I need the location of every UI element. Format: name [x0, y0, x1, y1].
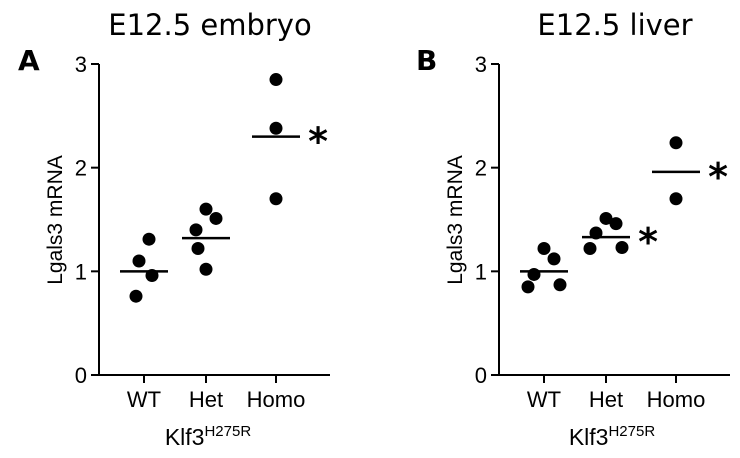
- x-tick-label: Homo: [647, 387, 706, 412]
- y-tick-label: 2: [75, 156, 87, 181]
- y-tick-label: 1: [475, 259, 487, 284]
- data-point: [527, 267, 541, 281]
- data-point: [609, 217, 623, 231]
- x-axis-label: Klf3H275R: [569, 423, 656, 450]
- chart-title: E12.5 embryo: [108, 8, 311, 42]
- data-point: [199, 262, 213, 276]
- data-point: [189, 223, 203, 237]
- data-point: [269, 192, 283, 206]
- data-point: [199, 202, 213, 216]
- data-point: [142, 232, 156, 246]
- significance-star: *: [708, 155, 728, 199]
- y-tick-label: 3: [75, 52, 87, 77]
- panel-a: A E12.5 embryo 0 1 2 3 WT Het Homo Lgals3 mRNA Klf…: [18, 8, 330, 450]
- data-point: [537, 242, 551, 256]
- x-tick-label: WT: [127, 387, 161, 412]
- x-tick-label: Het: [189, 387, 223, 412]
- data-point: [269, 73, 283, 87]
- y-tick-label: 0: [475, 363, 487, 388]
- y-axis-label: Lgals3 mRNA: [444, 155, 467, 285]
- data-point: [269, 121, 283, 135]
- data-point: [547, 252, 561, 266]
- significance-star: *: [308, 120, 328, 164]
- x-tick-label: Homo: [247, 387, 306, 412]
- data-point: [191, 242, 205, 256]
- chart-title: E12.5 liver: [537, 8, 692, 42]
- panel-letter: B: [416, 44, 437, 77]
- x-tick-label: WT: [527, 387, 561, 412]
- data-point: [583, 242, 597, 256]
- data-point: [553, 278, 567, 292]
- panel-letter: A: [18, 44, 40, 77]
- data-point: [129, 289, 143, 303]
- x-tick-label: Het: [589, 387, 623, 412]
- data-point: [615, 240, 629, 254]
- y-tick-label: 1: [75, 259, 87, 284]
- y-tick-label: 0: [75, 363, 87, 388]
- y-tick-label: 2: [475, 156, 487, 181]
- x-axis-label: Klf3H275R: [165, 423, 252, 450]
- y-tick-label: 3: [475, 52, 487, 77]
- y-axis-label: Lgals3 mRNA: [44, 155, 67, 285]
- data-point: [209, 211, 223, 225]
- panel-b: B E12.5 liver 0 1 2 3 WT Het Homo Lgals3 mRNA Klf3…: [416, 8, 730, 450]
- data-point: [521, 280, 535, 294]
- data-point: [669, 192, 683, 206]
- data-point: [669, 136, 683, 150]
- significance-star: *: [638, 220, 658, 264]
- data-point: [599, 211, 613, 225]
- data-point: [132, 254, 146, 268]
